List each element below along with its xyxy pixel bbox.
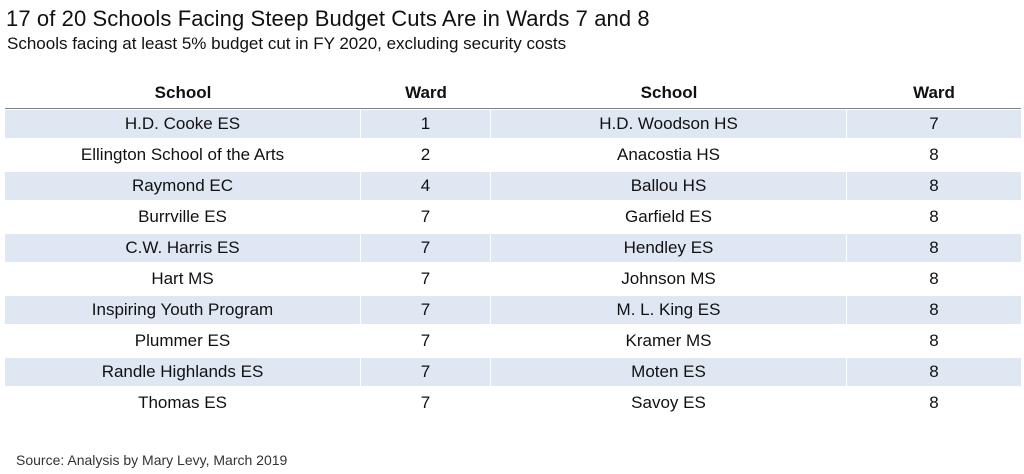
table-row: Randle Highlands ES 7 Moten ES 8 xyxy=(5,355,1021,386)
school-cell: C.W. Harris ES xyxy=(5,231,361,262)
ward-cell: 8 xyxy=(847,138,1021,169)
table-row: Burrville ES 7 Garfield ES 8 xyxy=(5,200,1021,231)
school-cell: Hart MS xyxy=(5,262,361,293)
page-subtitle: Schools facing at least 5% budget cut in… xyxy=(7,34,567,53)
ward-cell: 2 xyxy=(361,138,491,169)
ward-cell: 8 xyxy=(847,293,1021,324)
ward-cell: 8 xyxy=(847,231,1021,262)
schools-table: School Ward School Ward H.D. Cooke ES 1 … xyxy=(5,78,1021,417)
table-header-row: School Ward School Ward xyxy=(5,78,1021,109)
school-cell: Anacostia HS xyxy=(491,138,847,169)
school-cell: M. L. King ES xyxy=(491,293,847,324)
school-cell: Garfield ES xyxy=(491,200,847,231)
school-cell: Savoy ES xyxy=(491,386,847,417)
column-header-school-left: School xyxy=(5,78,361,109)
ward-cell: 7 xyxy=(361,355,491,386)
school-cell: Plummer ES xyxy=(5,324,361,355)
school-cell: H.D. Cooke ES xyxy=(5,109,361,138)
table-row: Thomas ES 7 Savoy ES 8 xyxy=(5,386,1021,417)
ward-cell: 8 xyxy=(847,324,1021,355)
ward-cell: 7 xyxy=(361,386,491,417)
ward-cell: 7 xyxy=(361,231,491,262)
school-cell: Ellington School of the Arts xyxy=(5,138,361,169)
ward-cell: 1 xyxy=(361,109,491,138)
ward-cell: 7 xyxy=(361,200,491,231)
ward-cell: 7 xyxy=(361,324,491,355)
ward-cell: 8 xyxy=(847,200,1021,231)
column-header-school-right: School xyxy=(491,78,847,109)
school-cell: Kramer MS xyxy=(491,324,847,355)
table-row: Ellington School of the Arts 2 Anacostia… xyxy=(5,138,1021,169)
page-title: 17 of 20 Schools Facing Steep Budget Cut… xyxy=(6,6,650,31)
school-cell: Ballou HS xyxy=(491,169,847,200)
school-cell: Johnson MS xyxy=(491,262,847,293)
table-row: Inspiring Youth Program 7 M. L. King ES … xyxy=(5,293,1021,324)
table-row: Plummer ES 7 Kramer MS 8 xyxy=(5,324,1021,355)
school-cell: Burrville ES xyxy=(5,200,361,231)
school-cell: Hendley ES xyxy=(491,231,847,262)
ward-cell: 4 xyxy=(361,169,491,200)
table-row: H.D. Cooke ES 1 H.D. Woodson HS 7 xyxy=(5,109,1021,138)
school-cell: Raymond EC xyxy=(5,169,361,200)
table-row: Hart MS 7 Johnson MS 8 xyxy=(5,262,1021,293)
ward-cell: 7 xyxy=(361,293,491,324)
source-note: Source: Analysis by Mary Levy, March 201… xyxy=(16,452,288,468)
ward-cell: 7 xyxy=(361,262,491,293)
ward-cell: 8 xyxy=(847,355,1021,386)
column-header-ward-right: Ward xyxy=(847,78,1021,109)
ward-cell: 8 xyxy=(847,386,1021,417)
school-cell: Randle Highlands ES xyxy=(5,355,361,386)
school-cell: Inspiring Youth Program xyxy=(5,293,361,324)
school-cell: Moten ES xyxy=(491,355,847,386)
table-row: C.W. Harris ES 7 Hendley ES 8 xyxy=(5,231,1021,262)
table-row: Raymond EC 4 Ballou HS 8 xyxy=(5,169,1021,200)
school-cell: Thomas ES xyxy=(5,386,361,417)
ward-cell: 7 xyxy=(847,109,1021,138)
ward-cell: 8 xyxy=(847,262,1021,293)
school-cell: H.D. Woodson HS xyxy=(491,109,847,138)
column-header-ward-left: Ward xyxy=(361,78,491,109)
ward-cell: 8 xyxy=(847,169,1021,200)
